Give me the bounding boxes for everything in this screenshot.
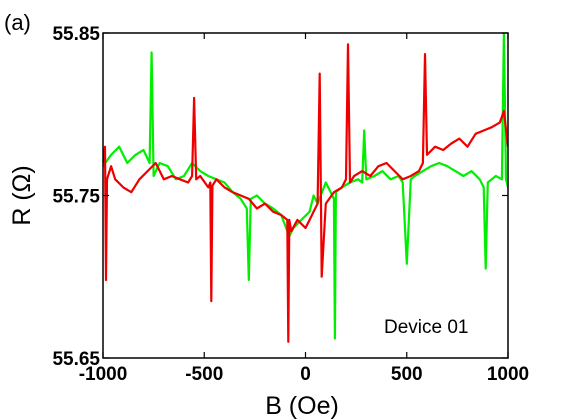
y-tick-label: 55.65 bbox=[52, 349, 100, 370]
x-tick-label: -500 bbox=[185, 364, 223, 385]
y-tick-label: 55.75 bbox=[52, 187, 100, 208]
x-axis: -1000 -500 0 500 1000 bbox=[79, 33, 529, 385]
x-tick-label: 0 bbox=[300, 364, 311, 385]
series-line-2 bbox=[103, 43, 508, 343]
plot-frame bbox=[102, 32, 509, 359]
y-tick-label: 55.85 bbox=[52, 24, 100, 45]
x-tick-label: -1000 bbox=[79, 364, 128, 385]
y-axis: 55.65 55.75 55.85 bbox=[52, 24, 508, 370]
x-tick-label: 500 bbox=[391, 364, 423, 385]
y-axis-label: R (Ω) bbox=[8, 165, 36, 225]
series-group bbox=[103, 33, 508, 343]
device-annotation: Device 01 bbox=[384, 317, 469, 338]
panel-label: (a) bbox=[4, 10, 31, 35]
x-tick-label: 1000 bbox=[487, 364, 529, 385]
series-line-1 bbox=[103, 33, 508, 340]
x-axis-label: B (Oe) bbox=[265, 392, 339, 420]
